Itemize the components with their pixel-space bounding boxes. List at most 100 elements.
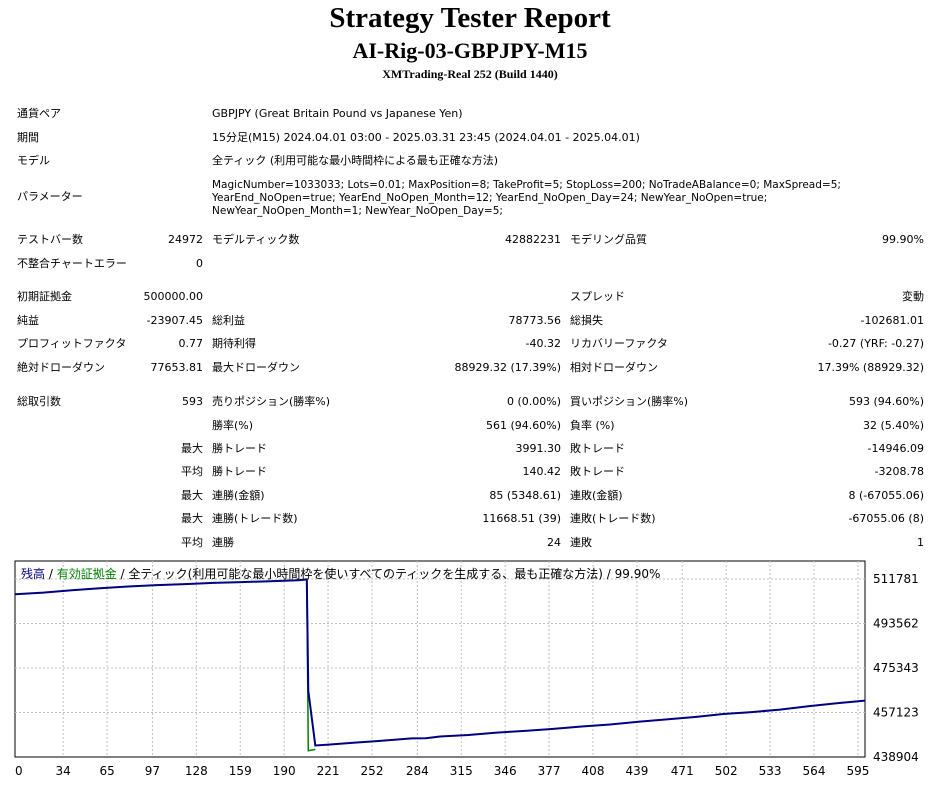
parameters-line: MagicNumber=1033033; Lots=0.01; MaxPosit… <box>212 179 841 191</box>
stat-label: 敗トレード <box>570 442 625 455</box>
parameters-label: パラメーター <box>17 190 83 203</box>
stat-label: 敗トレード <box>570 465 625 478</box>
max-drawdown-value: 88929.32 (17.39%) <box>454 361 561 374</box>
stat-label: 連勝 <box>212 536 234 549</box>
long-positions-label: 買いポジション(勝率%) <box>570 395 689 408</box>
x-tick-label: 159 <box>229 764 252 778</box>
stat-label: 勝率(%) <box>212 419 254 432</box>
quality-value: 99.90% <box>882 233 924 246</box>
recovery-factor-value: -0.27 (YRF: -0.27) <box>827 337 924 350</box>
x-tick-label: 221 <box>317 764 340 778</box>
stat-label: 負率 (%) <box>570 419 615 432</box>
x-tick-label: 377 <box>538 764 561 778</box>
expert-name: AI-Rig-03-GBPJPY-M15 <box>352 38 588 63</box>
stat-value: -67055.06 (8) <box>848 512 924 525</box>
stat-label: 連敗(金額) <box>570 489 623 502</box>
x-tick-label: 471 <box>671 764 694 778</box>
y-tick-label: 493562 <box>873 616 919 630</box>
x-tick-label: 65 <box>99 764 114 778</box>
stat-prefix: 最大 <box>181 489 203 502</box>
x-tick-label: 284 <box>406 764 429 778</box>
chart-legend: 残高 / 有効証拠金 / 全ティック(利用可能な最小時間枠を使いすべてのティック… <box>21 565 660 582</box>
period-value: 15分足(M15) 2024.04.01 03:00 - 2025.03.31 … <box>212 131 640 144</box>
period-label: 期間 <box>17 131 39 144</box>
x-tick-label: 564 <box>803 764 826 778</box>
stat-prefix: 最大 <box>181 512 203 525</box>
recovery-factor-label: リカバリーファクタ <box>570 337 668 350</box>
x-tick-label: 34 <box>56 764 71 778</box>
x-tick-label: 439 <box>625 764 648 778</box>
stat-value: -3208.78 <box>874 465 924 478</box>
stat-label: 連勝(金額) <box>212 489 265 502</box>
gross-loss-label: 総損失 <box>570 314 603 327</box>
parameters-line: NewYear_NoOpen_Month=1; NewYear_NoOpen_D… <box>212 205 503 217</box>
spread-value: 変動 <box>902 290 924 303</box>
x-tick-label: 97 <box>145 764 160 778</box>
profit-factor-label: プロフィットファクタ <box>17 337 127 350</box>
stat-value: 32 (5.40%) <box>862 419 924 432</box>
model-label: モデル <box>17 154 50 167</box>
total-trades-value: 593 <box>182 395 203 408</box>
bars-value: 24972 <box>168 233 203 246</box>
errors-value: 0 <box>196 257 203 270</box>
absolute-drawdown-value: 77653.81 <box>150 361 204 374</box>
expected-payoff-label: 期待利得 <box>212 337 256 350</box>
stat-label: 連勝(トレード数) <box>212 512 298 525</box>
stat-label: 連敗(トレード数) <box>570 512 656 525</box>
stat-label: 勝トレード <box>212 465 267 478</box>
stat-value: 8 (-67055.06) <box>848 489 924 502</box>
server-build: XMTrading-Real 252 (Build 1440) <box>382 67 558 81</box>
stat-prefix: 平均 <box>181 536 203 549</box>
stat-value: 24 <box>547 536 561 549</box>
ticks-label: モデルティック数 <box>212 233 300 246</box>
stat-prefix: 最大 <box>181 442 203 455</box>
quality-label: モデリング品質 <box>570 233 647 246</box>
bars-label: テストバー数 <box>17 233 83 246</box>
absolute-drawdown-label: 絶対ドローダウン <box>17 361 105 374</box>
stat-value: 140.42 <box>522 465 562 478</box>
stat-label: 勝トレード <box>212 442 267 455</box>
stat-value: 1 <box>917 536 924 549</box>
chart-frame <box>14 560 866 758</box>
x-tick-label: 0 <box>15 764 23 778</box>
x-tick-label: 128 <box>185 764 208 778</box>
ticks-value: 42882231 <box>505 233 561 246</box>
x-tick-label: 533 <box>759 764 782 778</box>
gross-profit-value: 78773.56 <box>508 314 562 327</box>
symbol-label: 通貨ペア <box>17 107 61 120</box>
report-title: Strategy Tester Report <box>329 2 611 34</box>
y-tick-label: 475343 <box>873 661 919 675</box>
net-profit-value: -23907.45 <box>146 314 203 327</box>
deposit-label: 初期証拠金 <box>17 290 72 303</box>
stat-value: -14946.09 <box>867 442 924 455</box>
x-tick-label: 595 <box>846 764 869 778</box>
model-value: 全ティック (利用可能な最小時間枠による最も正確な方法) <box>212 154 499 167</box>
stat-value: 3991.30 <box>515 442 562 455</box>
parameters-line: YearEnd_NoOpen=true; YearEnd_NoOpen_Mont… <box>212 192 768 204</box>
stat-value: 561 (94.60%) <box>485 419 561 432</box>
legend-balance: 残高 <box>21 567 46 581</box>
short-positions-value: 0 (0.00%) <box>506 395 561 408</box>
expected-payoff-value: -40.32 <box>525 337 561 350</box>
legend-equity: 有効証拠金 <box>56 567 117 581</box>
long-positions-value: 593 (94.60%) <box>848 395 924 408</box>
net-profit-label: 純益 <box>17 314 39 327</box>
stat-label: 連敗 <box>570 536 592 549</box>
relative-drawdown-value: 17.39% (88929.32) <box>817 361 924 374</box>
short-positions-label: 売りポジション(勝率%) <box>212 395 331 408</box>
y-tick-label: 511781 <box>873 572 919 586</box>
profit-factor-value: 0.77 <box>178 337 204 350</box>
y-tick-label: 457123 <box>873 706 919 720</box>
x-tick-label: 315 <box>450 764 473 778</box>
x-tick-label: 346 <box>494 764 517 778</box>
spread-label: スプレッド <box>570 290 625 303</box>
y-tick-label: 438904 <box>873 750 919 764</box>
relative-drawdown-label: 相対ドローダウン <box>570 361 658 374</box>
max-drawdown-label: 最大ドローダウン <box>212 361 300 374</box>
gross-profit-label: 総利益 <box>212 314 245 327</box>
balance-line <box>14 578 866 747</box>
total-trades-label: 総取引数 <box>17 395 61 408</box>
symbol-value: GBPJPY (Great Britain Pound vs Japanese … <box>212 107 463 120</box>
x-tick-label: 502 <box>715 764 738 778</box>
